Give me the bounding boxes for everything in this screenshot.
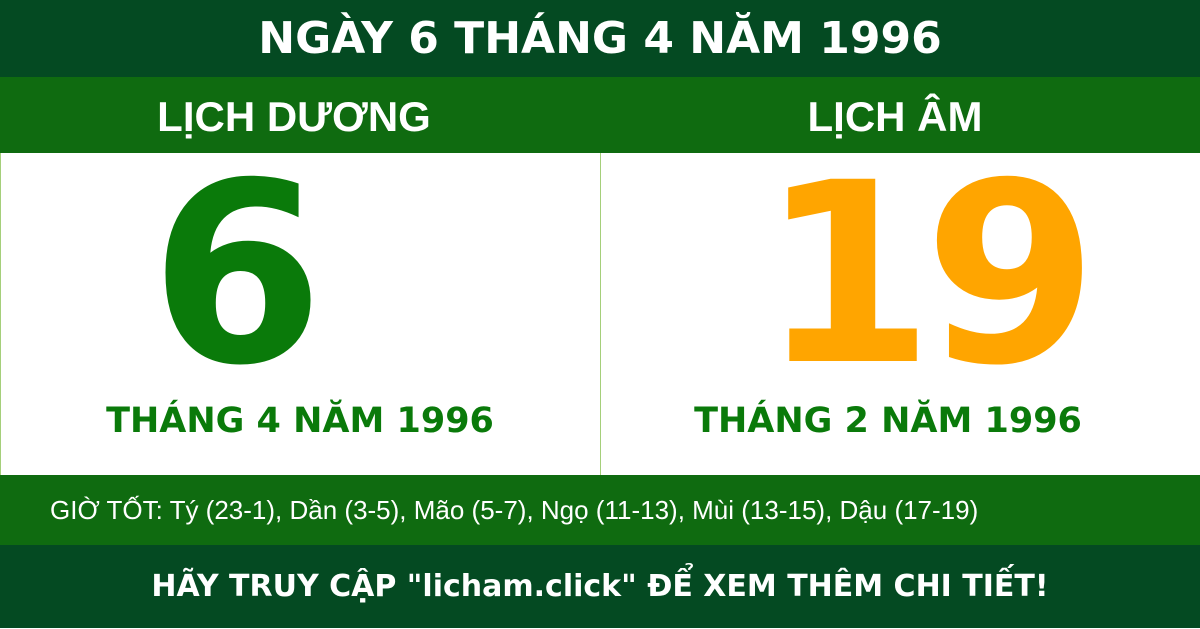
good-hours-text: GIỜ TỐT: Tý (23-1), Dần (3-5), Mão (5-7)…: [50, 495, 979, 525]
solar-day-number: 6: [150, 129, 324, 420]
lunar-month-year: THÁNG 2 NĂM 1996: [694, 401, 1082, 441]
column-headers: LỊCH DƯƠNG LỊCH ÂM: [0, 77, 1200, 153]
page-title: NGÀY 6 THÁNG 4 NĂM 1996: [0, 0, 1200, 77]
footer-call-to-action: HÃY TRUY CẬP "licham.click" ĐỂ XEM THÊM …: [0, 545, 1200, 628]
good-hours-bar: GIỜ TỐT: Tý (23-1), Dần (3-5), Mão (5-7)…: [0, 475, 1200, 545]
lunar-calendar-label: LỊCH ÂM: [807, 93, 983, 140]
solar-month-year: THÁNG 4 NĂM 1996: [106, 401, 494, 441]
column-divider: [600, 153, 601, 475]
solar-calendar-label: LỊCH DƯƠNG: [157, 93, 431, 140]
left-border: [0, 153, 1, 475]
lunar-day-number: 19: [760, 129, 1098, 420]
